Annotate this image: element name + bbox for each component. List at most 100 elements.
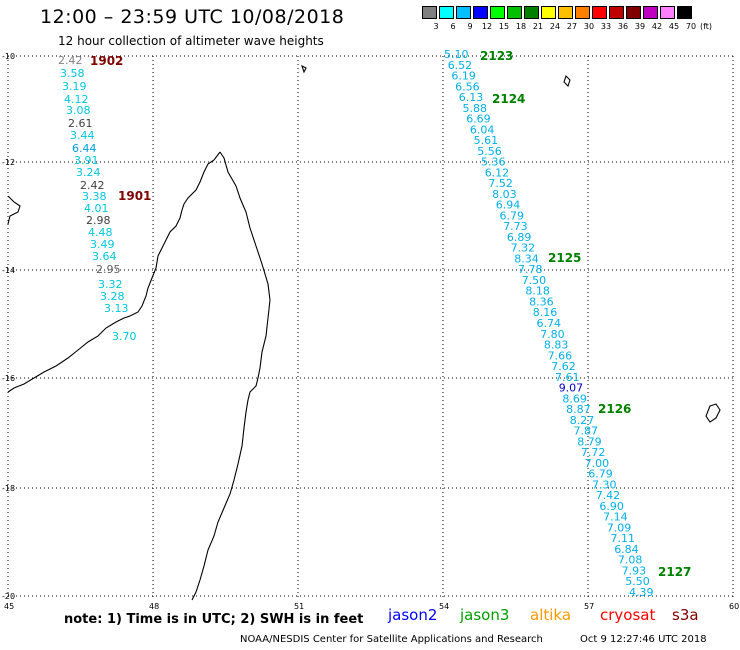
east-track-value: 8.36 bbox=[529, 295, 554, 308]
east-track-value: 8.03 bbox=[492, 188, 516, 201]
east-track-value: 5.50 bbox=[625, 575, 650, 588]
east-time-label: 2123 bbox=[480, 49, 513, 63]
lat-label: -16 bbox=[2, 374, 15, 383]
map-title: 12:00 – 23:59 UTC 10/08/2018 bbox=[40, 6, 345, 28]
east-track-value: 6.84 bbox=[614, 543, 639, 556]
satellite-cryosat: cryosat bbox=[600, 606, 656, 624]
east-track-value: 7.42 bbox=[596, 489, 621, 502]
scale-swatch bbox=[524, 6, 539, 19]
west-track-value: 2.42 bbox=[58, 54, 83, 67]
east-track-value: 8.27 bbox=[570, 414, 595, 427]
scale-swatch bbox=[473, 6, 488, 19]
east-time-label: 2126 bbox=[598, 402, 631, 416]
west-track-value: 3.08 bbox=[66, 104, 91, 117]
east-track-value: 8.34 bbox=[514, 252, 539, 265]
east-track-value: 7.93 bbox=[622, 564, 647, 577]
scale-label: 24 bbox=[549, 22, 561, 31]
scale-label: 21 bbox=[532, 22, 544, 31]
west-track-value: 4.01 bbox=[84, 202, 109, 215]
east-track-value: 8.87 bbox=[566, 403, 591, 416]
east-track-value: 6.69 bbox=[466, 113, 491, 126]
east-track-value: 6.19 bbox=[451, 70, 476, 83]
east-track-value: 7.78 bbox=[518, 263, 543, 276]
satellite-altika: altika bbox=[530, 606, 572, 624]
west-track-value: 3.91 bbox=[74, 154, 99, 167]
east-track-value: 8.83 bbox=[544, 339, 569, 352]
scale-swatch bbox=[660, 6, 675, 19]
west-track-value: 2.42 bbox=[80, 179, 105, 192]
scale-label: 39 bbox=[634, 22, 646, 31]
scale-label: 42 bbox=[651, 22, 663, 31]
east-track-value: 6.12 bbox=[485, 166, 510, 179]
satellite-jason3: jason3 bbox=[460, 606, 510, 624]
scale-label: 70 bbox=[685, 22, 697, 31]
scale-swatch bbox=[592, 6, 607, 19]
scale-swatch bbox=[422, 6, 437, 19]
lat-label: -20 bbox=[2, 592, 15, 601]
scale-label: 18 bbox=[515, 22, 527, 31]
generated-timestamp: Oct 9 12:27:46 UTC 2018 bbox=[580, 634, 707, 645]
east-track-value: 7.73 bbox=[503, 220, 528, 233]
east-track-value: 7.80 bbox=[540, 328, 565, 341]
coastline bbox=[7, 64, 721, 601]
west-time-label: 1902 bbox=[90, 54, 123, 68]
east-track-value: 6.56 bbox=[455, 80, 480, 93]
east-track-value: 6.04 bbox=[470, 123, 495, 136]
east-track: 5.106.526.196.566.135.886.696.045.615.56… bbox=[444, 48, 691, 599]
west-track: 2.423.583.194.123.082.613.446.443.913.24… bbox=[58, 54, 151, 343]
east-track-value: 7.66 bbox=[548, 349, 573, 362]
east-track-value: 5.61 bbox=[474, 134, 499, 147]
east-time-label: 2127 bbox=[658, 565, 691, 579]
satellite-s3a: s3a bbox=[672, 606, 699, 624]
scale-label: 15 bbox=[498, 22, 510, 31]
scale-label: 30 bbox=[583, 22, 595, 31]
lon-label: 51 bbox=[294, 602, 304, 611]
east-track-value: 7.32 bbox=[511, 242, 535, 255]
east-track-value: 8.69 bbox=[562, 392, 587, 405]
east-track-value: 7.30 bbox=[592, 478, 617, 491]
east-track-value: 4.39 bbox=[629, 586, 654, 599]
west-track-value: 2.61 bbox=[68, 117, 93, 130]
east-track-value: 7.52 bbox=[488, 177, 513, 190]
scale-label: 9 bbox=[467, 22, 473, 31]
east-track-value: 7.62 bbox=[551, 360, 576, 373]
scale-swatch bbox=[677, 6, 692, 19]
east-track-value: 7.50 bbox=[522, 274, 547, 287]
west-track-value: 3.44 bbox=[70, 129, 95, 142]
scale-label: 3 bbox=[433, 22, 439, 31]
east-track-value: 8.18 bbox=[525, 285, 550, 298]
west-track-value: 3.24 bbox=[76, 166, 101, 179]
west-track-value: 2.98 bbox=[86, 214, 111, 227]
east-track-value: 7.11 bbox=[611, 532, 636, 545]
scale-swatch bbox=[609, 6, 624, 19]
east-track-value: 7.09 bbox=[607, 521, 632, 534]
lon-label: 57 bbox=[584, 602, 594, 611]
island-coastline-north bbox=[563, 74, 571, 88]
west-track-value: 3.28 bbox=[100, 290, 125, 303]
east-track-value: 8.79 bbox=[577, 435, 602, 448]
west-track-value: 3.70 bbox=[112, 330, 137, 343]
lat-label: -12 bbox=[2, 158, 15, 167]
island-coastline-small bbox=[301, 64, 307, 74]
east-track-value: 7.87 bbox=[574, 425, 599, 438]
east-track-value: 7.14 bbox=[603, 511, 628, 524]
east-track-value: 8.16 bbox=[533, 306, 558, 319]
scale-unit: (ft) bbox=[700, 22, 713, 31]
scale-swatch bbox=[541, 6, 556, 19]
east-track-value: 6.52 bbox=[448, 59, 473, 72]
west-track-value: 3.13 bbox=[104, 302, 129, 315]
east-track-value: 6.89 bbox=[507, 231, 532, 244]
scale-swatch bbox=[490, 6, 505, 19]
west-track-value: 3.32 bbox=[98, 278, 123, 291]
scale-swatch bbox=[575, 6, 590, 19]
east-track-value: 9.07 bbox=[559, 382, 584, 395]
satellite-jason2: jason2 bbox=[388, 606, 438, 624]
lat-label: -10 bbox=[2, 52, 15, 61]
east-track-value: 6.79 bbox=[588, 468, 613, 481]
lat-label: -14 bbox=[2, 266, 15, 275]
east-track-value: 6.74 bbox=[537, 317, 562, 330]
scale-label: 12 bbox=[481, 22, 493, 31]
